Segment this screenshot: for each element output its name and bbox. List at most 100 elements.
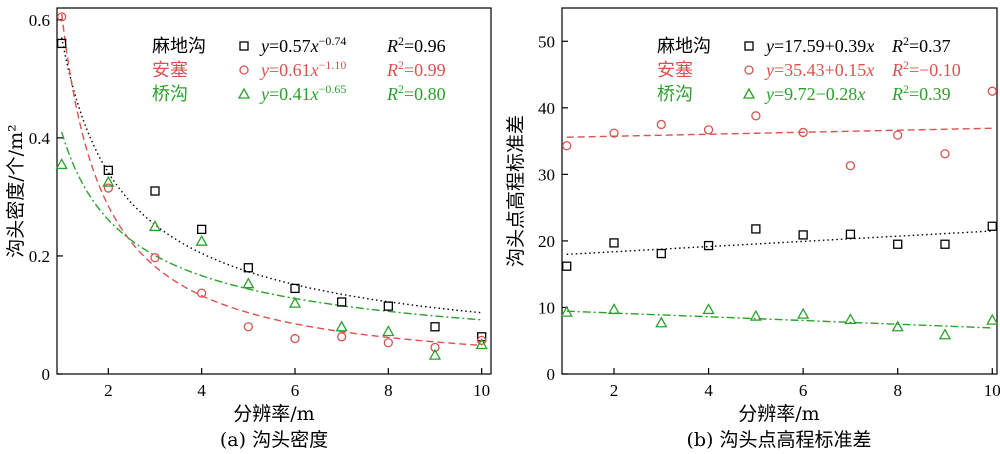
legend-equation: y=35.43+0.15x — [764, 60, 874, 80]
data-point-square — [751, 224, 761, 234]
data-point-circle — [150, 253, 160, 263]
legend-marker-circle — [744, 65, 754, 75]
data-point-triangle — [102, 175, 115, 187]
x-tick-label: 10 — [473, 381, 490, 400]
data-point-square — [383, 301, 393, 311]
data-point-circle — [103, 183, 113, 193]
data-point-circle — [987, 86, 997, 96]
x-tick-label: 6 — [799, 381, 808, 400]
legend-equation: y=0.61x−1.10 — [259, 58, 346, 80]
legend-marker-square — [239, 41, 249, 51]
data-point-square — [150, 186, 160, 196]
y-axis-label: 沟头点高程标准差 — [505, 115, 527, 267]
x-tick-label: 8 — [384, 381, 393, 400]
data-point-circle — [243, 322, 253, 332]
x-tick-label: 6 — [291, 381, 300, 400]
data-point-square — [103, 165, 113, 175]
data-point-square — [430, 322, 440, 332]
data-points — [560, 86, 999, 340]
chart-caption: (a) 沟头密度 — [220, 429, 328, 451]
legend: 麻地沟 y=17.59+0.39x R2=0.37 安塞 y=35.43+0.15x R2… — [657, 34, 961, 105]
data-point-circle — [798, 127, 808, 138]
data-point-triangle — [797, 307, 810, 319]
data-point-circle — [383, 338, 393, 348]
data-point-triangle — [560, 305, 573, 317]
x-tick-label: 10 — [984, 381, 1000, 400]
y-tick-label: 50 — [538, 32, 555, 51]
y-tick-label: 0.6 — [29, 11, 50, 30]
data-point-circle — [57, 12, 67, 22]
data-point-square — [57, 38, 67, 49]
data-point-circle — [751, 111, 761, 121]
data-point-circle — [893, 130, 903, 140]
data-point-triangle — [335, 320, 348, 332]
legend-series-name: 桥沟 — [152, 84, 188, 105]
fit-line-2 — [60, 13, 482, 347]
legend-series-name: 麻地沟 — [657, 36, 711, 57]
data-point-triangle — [891, 320, 904, 332]
data-point-triangle — [938, 328, 952, 340]
fit-lines — [60, 13, 482, 347]
data-point-square — [337, 297, 347, 307]
legend-equation: y=0.57x−0.74 — [259, 34, 346, 56]
axis-ticks: 2 4 6 8 10 0 10 20 30 40 50 — [538, 32, 1000, 400]
data-point-square — [987, 221, 997, 231]
x-axis-label: 分辨率/m — [738, 403, 819, 425]
data-point-circle — [290, 333, 300, 344]
legend-r-squared: R2=0.96 — [386, 34, 446, 56]
axis-ticks: 2 4 6 8 10 0 0.2 0.4 0.6 — [29, 11, 490, 400]
legend-marker-circle — [239, 65, 249, 75]
plot-frame — [56, 7, 492, 375]
data-point-triangle — [195, 234, 208, 246]
data-point-square — [656, 248, 666, 259]
data-point-triangle — [844, 313, 857, 325]
legend-series-name: 麻地沟 — [152, 36, 206, 57]
data-point-square — [845, 229, 856, 239]
y-tick-label: 0.4 — [29, 129, 51, 148]
legend-marker-triangle — [742, 87, 756, 99]
y-tick-label: 20 — [538, 232, 555, 251]
data-point-square — [940, 239, 950, 249]
data-point-circle — [656, 119, 666, 130]
legend-r-squared: R2=0.39 — [891, 82, 951, 104]
x-tick-label: 4 — [197, 381, 206, 400]
y-tick-label: 0 — [547, 365, 556, 384]
data-point-triangle — [749, 309, 762, 321]
y-tick-label: 30 — [538, 165, 555, 184]
data-point-triangle — [702, 303, 715, 315]
legend-r-squared: R2=0.37 — [891, 34, 951, 56]
y-tick-label: 0.2 — [29, 247, 50, 266]
data-point-circle — [845, 161, 856, 171]
legend-marker-triangle — [237, 87, 251, 99]
data-point-square — [893, 239, 903, 249]
fit-lines — [566, 127, 993, 329]
y-tick-label: 0 — [42, 365, 51, 384]
data-point-triangle — [382, 325, 395, 337]
legend-series-name: 安塞 — [657, 60, 693, 81]
data-point-square — [290, 283, 300, 294]
data-point-triangle — [428, 348, 442, 360]
legend-equation: y=9.72−0.28x — [764, 84, 865, 104]
x-axis-label: 分辨率/m — [233, 403, 314, 425]
data-point-square — [562, 261, 572, 271]
data-point-triangle — [607, 303, 621, 315]
chart-panel-elevation-std: 2 4 6 8 10 0 10 20 30 40 50 麻地沟 y=17.59+0.39x R2=0.3… — [505, 7, 1000, 451]
data-point-triangle — [475, 338, 488, 350]
x-tick-label: 2 — [610, 381, 619, 400]
x-tick-label: 8 — [893, 381, 902, 400]
data-point-circle — [197, 288, 207, 298]
data-point-square — [609, 238, 619, 248]
y-axis-label: 沟头密度/个/m² — [5, 124, 27, 257]
data-point-circle — [477, 335, 487, 346]
data-point-triangle — [655, 316, 668, 328]
legend: 麻地沟 y=0.57x−0.74 R2=0.96 安塞 y=0.61x−1.10 R2=0… — [152, 34, 446, 105]
plot-frame — [561, 7, 998, 375]
chart-panel-density: 2 4 6 8 10 0 0.2 0.4 0.6 麻地沟 y=0.57x−0.74 R2=0.96 安… — [5, 7, 492, 451]
x-tick-label: 2 — [104, 381, 113, 400]
legend-equation: y=17.59+0.39x — [764, 36, 874, 56]
data-point-triangle — [288, 296, 302, 308]
legend-r-squared: R2=0.80 — [386, 82, 446, 104]
data-point-square — [798, 230, 808, 240]
chart-caption: (b) 沟头点高程标准差 — [686, 429, 871, 451]
